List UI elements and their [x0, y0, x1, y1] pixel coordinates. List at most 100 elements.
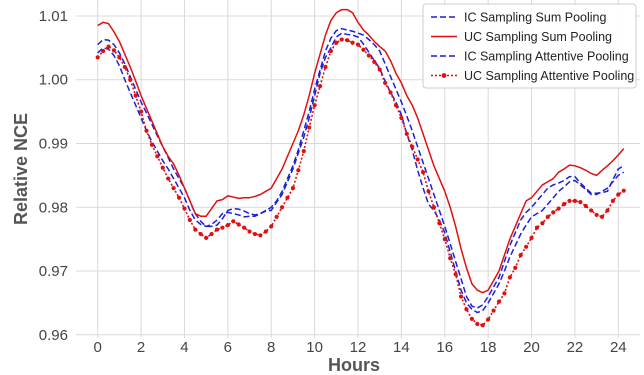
data-point	[166, 176, 171, 181]
data-point	[247, 229, 252, 234]
data-point	[350, 40, 355, 45]
data-point	[345, 38, 350, 43]
data-point	[220, 225, 225, 230]
series-line	[97, 32, 625, 314]
y-axis-ticks: 0.96 0.97 0.98 0.99 1.00 1.01	[39, 8, 68, 344]
data-point	[122, 64, 127, 70]
data-point	[507, 275, 512, 280]
data-point	[420, 170, 426, 175]
legend-label: UC Sampling Attentive Pooling	[464, 69, 634, 83]
data-point	[572, 198, 578, 203]
x-tick-label: 22	[567, 339, 584, 356]
x-tick-label: 2	[137, 339, 145, 356]
data-point	[236, 222, 241, 227]
data-point	[160, 165, 165, 170]
data-point	[312, 103, 317, 108]
data-point	[204, 235, 209, 240]
legend: IC Sampling Sum Pooling UC Sampling Sum P…	[422, 3, 637, 89]
y-tick-label: 0.96	[39, 327, 68, 344]
x-axis-ticks: 0 2 4 6 8 10 12 14 16 18 20 22 24	[94, 339, 627, 356]
data-point	[231, 219, 236, 224]
data-point	[599, 214, 605, 219]
data-point	[149, 142, 155, 147]
x-tick-label: 12	[350, 339, 367, 356]
series-lines	[95, 8, 626, 328]
x-tick-label: 14	[393, 339, 410, 356]
data-point	[583, 203, 588, 209]
data-point	[480, 323, 485, 328]
data-point	[182, 206, 187, 211]
data-point	[307, 125, 312, 130]
data-point	[290, 186, 296, 191]
data-point	[491, 308, 496, 313]
data-point	[486, 317, 491, 322]
data-point	[317, 83, 323, 89]
data-point	[567, 198, 572, 203]
data-point	[458, 294, 464, 299]
data-point	[496, 299, 502, 304]
series-4	[95, 37, 626, 328]
data-point	[448, 256, 453, 261]
data-point	[176, 195, 182, 200]
data-point	[339, 37, 344, 42]
data-point	[410, 144, 415, 149]
data-point	[518, 252, 523, 258]
data-point	[524, 244, 529, 249]
series-3	[97, 32, 625, 314]
data-point	[296, 168, 301, 173]
legend-item: IC Sampling Attentive Pooling	[431, 50, 629, 64]
y-axis-label: Relative NCE	[11, 113, 31, 225]
data-point	[605, 208, 610, 213]
legend-marker	[441, 73, 447, 78]
x-tick-label: 4	[180, 339, 188, 356]
data-point	[453, 272, 458, 277]
data-point	[377, 67, 382, 72]
data-point	[556, 206, 561, 211]
legend-box	[422, 3, 637, 89]
data-point	[198, 231, 203, 237]
data-point	[442, 237, 447, 242]
legend-item: IC Sampling Sum Pooling	[431, 11, 606, 25]
data-point	[214, 227, 220, 232]
data-point	[561, 201, 567, 207]
data-point	[388, 90, 393, 95]
data-point	[551, 210, 556, 215]
data-point	[399, 115, 404, 121]
data-point	[171, 186, 176, 191]
data-point	[252, 231, 258, 237]
data-point	[334, 40, 339, 45]
x-axis-label: Hours	[328, 355, 380, 375]
data-point	[138, 109, 144, 114]
data-point	[372, 59, 377, 64]
data-point	[274, 214, 279, 219]
data-point	[155, 154, 160, 159]
data-point	[111, 48, 117, 53]
legend-label: IC Sampling Attentive Pooling	[464, 50, 629, 64]
data-point	[431, 205, 437, 210]
data-point	[502, 291, 507, 296]
data-point	[101, 48, 106, 54]
data-point	[415, 157, 420, 162]
data-point	[594, 212, 599, 218]
data-point	[437, 221, 442, 226]
legend-label: UC Sampling Sum Pooling	[464, 30, 612, 44]
data-point	[589, 208, 594, 213]
data-point	[540, 221, 545, 226]
data-point	[106, 44, 111, 49]
data-point	[258, 233, 263, 238]
y-tick-label: 0.98	[39, 199, 68, 216]
series-2	[97, 8, 625, 294]
data-point	[383, 80, 388, 86]
data-point	[128, 77, 133, 82]
data-point	[242, 225, 247, 230]
data-point	[469, 316, 474, 321]
data-point	[464, 307, 469, 312]
data-point	[361, 47, 366, 52]
data-point	[621, 188, 626, 193]
data-point	[95, 55, 100, 60]
legend-item: UC Sampling Sum Pooling	[431, 30, 612, 44]
legend-item: UC Sampling Attentive Pooling	[431, 69, 634, 83]
data-point	[279, 205, 285, 210]
data-point	[263, 229, 268, 234]
data-point	[610, 198, 615, 203]
